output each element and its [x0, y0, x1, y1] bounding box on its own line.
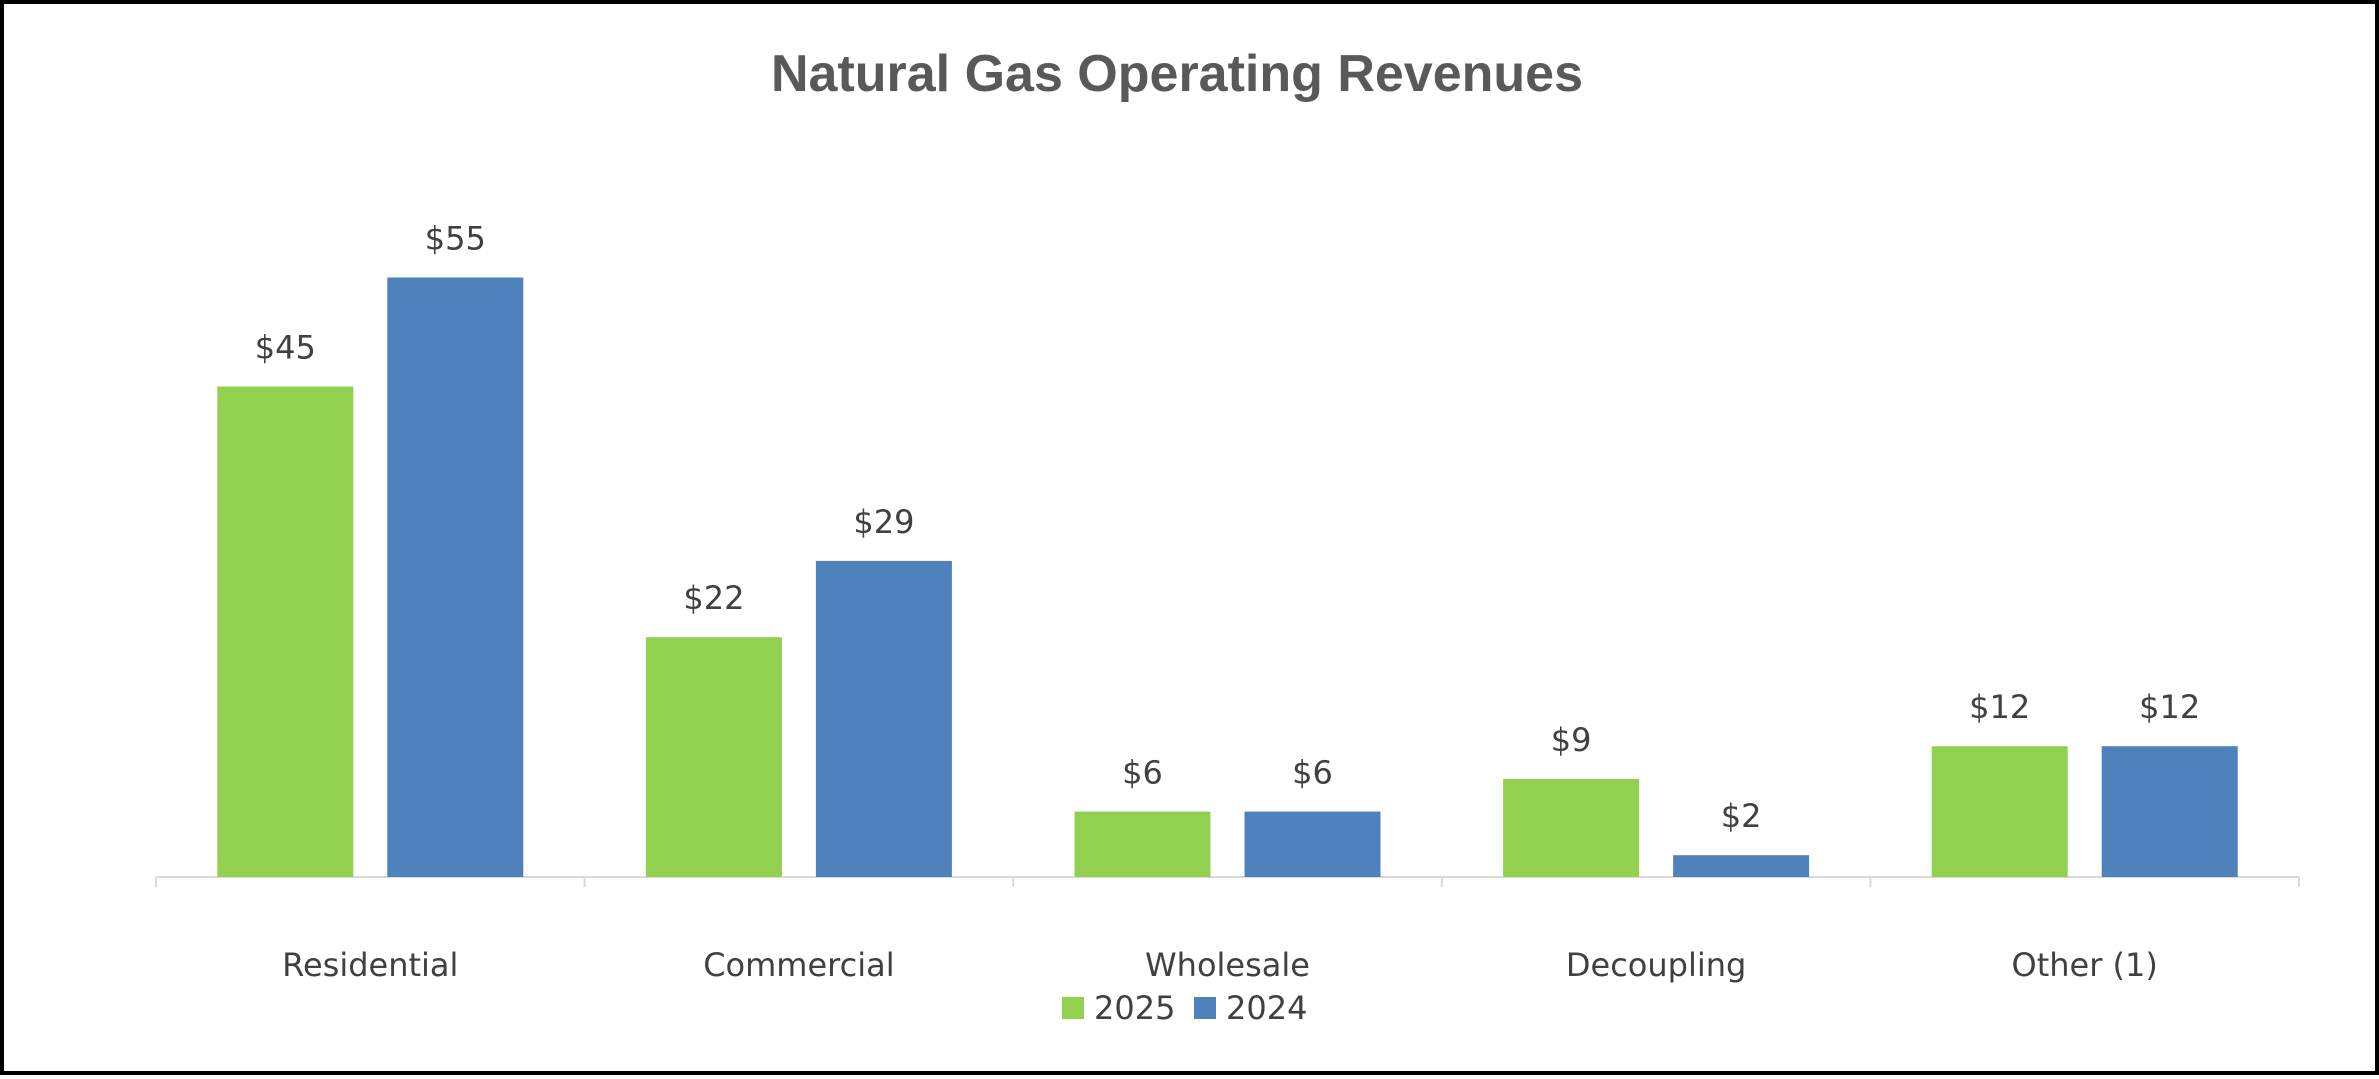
data-label: $6 — [1122, 754, 1163, 792]
category-label: Residential — [282, 946, 458, 984]
data-label: $22 — [683, 579, 744, 617]
bar-2025 — [645, 637, 782, 877]
legend-label-2025: 2025 — [1094, 989, 1175, 1027]
x-axis-ticks — [155, 877, 2300, 887]
bar-2024 — [815, 560, 952, 877]
data-label: $29 — [853, 503, 914, 541]
category-label: Decoupling — [1566, 946, 1746, 984]
bar-2025 — [1503, 778, 1640, 877]
chart-title: Natural Gas Operating Revenues — [771, 45, 1583, 103]
bar-chart: Natural Gas Operating Revenues $45$55$22… — [155, 45, 2300, 1027]
bar-2025 — [217, 386, 354, 877]
legend-label-2024: 2024 — [1226, 989, 1307, 1027]
data-label: $12 — [1969, 688, 2030, 726]
data-labels-group: $45 $55 $22 $29 $6 $6 $9 $2 $12 $12 — [255, 220, 2200, 836]
legend-swatch-2024 — [1194, 997, 1216, 1019]
data-label: $6 — [1292, 754, 1333, 792]
bar-2024 — [1244, 811, 1381, 877]
bar-2025 — [1074, 811, 1211, 877]
bar-2024 — [387, 277, 524, 877]
data-label: $55 — [425, 220, 486, 258]
bar-2024 — [1673, 855, 1810, 877]
legend: 2025 2024 — [1062, 989, 1307, 1027]
data-label: $2 — [1721, 797, 1762, 835]
bar-2025 — [1931, 746, 2068, 877]
bar-2024 — [2101, 746, 2238, 877]
category-label: Other (1) — [2012, 946, 2158, 984]
bars-group — [217, 277, 2238, 877]
data-label: $45 — [255, 329, 316, 367]
legend-swatch-2025 — [1062, 997, 1084, 1019]
data-label: $9 — [1551, 721, 1592, 759]
category-labels-group: Residential Commercial Wholesale Decoupling… — [282, 946, 2158, 984]
data-label: $12 — [2139, 688, 2200, 726]
category-label: Commercial — [703, 946, 894, 984]
category-label: Wholesale — [1145, 946, 1310, 984]
